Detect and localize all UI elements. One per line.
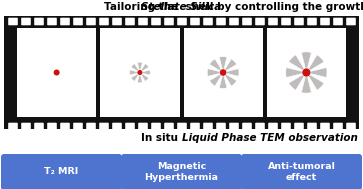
FancyBboxPatch shape	[73, 18, 83, 25]
Text: In situ: In situ	[141, 133, 182, 143]
FancyBboxPatch shape	[8, 18, 18, 25]
FancyBboxPatch shape	[138, 18, 148, 25]
Wedge shape	[131, 74, 139, 81]
Bar	[4, 16, 359, 129]
FancyBboxPatch shape	[1, 154, 122, 189]
Wedge shape	[301, 77, 311, 93]
Text: Tailoring the: Tailoring the	[103, 2, 182, 12]
FancyBboxPatch shape	[216, 18, 226, 25]
FancyBboxPatch shape	[242, 18, 252, 25]
FancyBboxPatch shape	[216, 123, 226, 130]
FancyBboxPatch shape	[47, 123, 57, 130]
FancyBboxPatch shape	[255, 18, 265, 25]
FancyBboxPatch shape	[333, 123, 343, 130]
FancyBboxPatch shape	[320, 123, 330, 130]
Circle shape	[302, 68, 310, 77]
Wedge shape	[209, 74, 221, 86]
FancyBboxPatch shape	[190, 123, 200, 130]
FancyBboxPatch shape	[333, 18, 343, 25]
Bar	[267, 28, 346, 117]
Wedge shape	[311, 67, 327, 77]
FancyBboxPatch shape	[34, 123, 44, 130]
FancyBboxPatch shape	[241, 154, 362, 189]
Wedge shape	[219, 57, 227, 69]
FancyBboxPatch shape	[307, 18, 317, 25]
Wedge shape	[137, 62, 142, 70]
Wedge shape	[289, 75, 304, 90]
FancyBboxPatch shape	[121, 154, 242, 189]
Circle shape	[220, 69, 227, 76]
Text: T₂ MRI: T₂ MRI	[44, 167, 79, 177]
Wedge shape	[209, 59, 221, 71]
FancyBboxPatch shape	[86, 123, 96, 130]
FancyBboxPatch shape	[112, 18, 122, 25]
FancyBboxPatch shape	[151, 123, 161, 130]
FancyBboxPatch shape	[151, 18, 161, 25]
Wedge shape	[289, 55, 304, 70]
Wedge shape	[131, 64, 139, 71]
FancyBboxPatch shape	[255, 123, 265, 130]
FancyBboxPatch shape	[268, 18, 278, 25]
FancyBboxPatch shape	[21, 123, 31, 130]
Wedge shape	[137, 75, 142, 83]
FancyBboxPatch shape	[8, 123, 18, 130]
Bar	[184, 28, 263, 117]
Wedge shape	[225, 74, 237, 86]
FancyBboxPatch shape	[112, 123, 122, 130]
FancyBboxPatch shape	[294, 18, 304, 25]
FancyBboxPatch shape	[21, 18, 31, 25]
Wedge shape	[301, 52, 311, 68]
Bar	[17, 28, 96, 117]
FancyBboxPatch shape	[164, 123, 174, 130]
FancyBboxPatch shape	[268, 123, 278, 130]
FancyBboxPatch shape	[320, 18, 330, 25]
FancyBboxPatch shape	[99, 18, 109, 25]
Wedge shape	[309, 55, 324, 70]
Text: shell by controlling the growth time: shell by controlling the growth time	[182, 2, 363, 12]
FancyBboxPatch shape	[294, 123, 304, 130]
FancyBboxPatch shape	[177, 123, 187, 130]
FancyBboxPatch shape	[177, 18, 187, 25]
Bar	[100, 28, 179, 117]
Wedge shape	[141, 64, 149, 71]
FancyBboxPatch shape	[281, 123, 291, 130]
FancyBboxPatch shape	[86, 18, 96, 25]
FancyBboxPatch shape	[242, 123, 252, 130]
FancyBboxPatch shape	[125, 18, 135, 25]
FancyBboxPatch shape	[125, 123, 135, 130]
Wedge shape	[141, 74, 149, 81]
Wedge shape	[207, 69, 220, 76]
Wedge shape	[219, 76, 227, 88]
FancyBboxPatch shape	[60, 123, 70, 130]
Text: Liquid Phase TEM observation: Liquid Phase TEM observation	[182, 133, 358, 143]
Wedge shape	[309, 75, 324, 90]
FancyBboxPatch shape	[164, 18, 174, 25]
FancyBboxPatch shape	[99, 123, 109, 130]
FancyBboxPatch shape	[229, 123, 239, 130]
FancyBboxPatch shape	[60, 18, 70, 25]
FancyBboxPatch shape	[346, 18, 356, 25]
FancyBboxPatch shape	[281, 18, 291, 25]
FancyBboxPatch shape	[203, 123, 213, 130]
Wedge shape	[130, 70, 137, 75]
FancyBboxPatch shape	[34, 18, 44, 25]
Wedge shape	[227, 69, 239, 76]
FancyBboxPatch shape	[346, 123, 356, 130]
FancyBboxPatch shape	[307, 123, 317, 130]
FancyBboxPatch shape	[47, 18, 57, 25]
FancyBboxPatch shape	[203, 18, 213, 25]
Text: Stellate Silica: Stellate Silica	[141, 2, 222, 12]
FancyBboxPatch shape	[138, 123, 148, 130]
Circle shape	[54, 70, 60, 76]
Wedge shape	[225, 59, 237, 71]
FancyBboxPatch shape	[190, 18, 200, 25]
Wedge shape	[286, 67, 302, 77]
Text: Magnetic
Hyperthermia: Magnetic Hyperthermia	[144, 162, 219, 182]
FancyBboxPatch shape	[73, 123, 83, 130]
FancyBboxPatch shape	[229, 18, 239, 25]
Wedge shape	[142, 70, 150, 75]
Circle shape	[137, 70, 142, 75]
Text: Anti-tumoral
effect: Anti-tumoral effect	[268, 162, 335, 182]
